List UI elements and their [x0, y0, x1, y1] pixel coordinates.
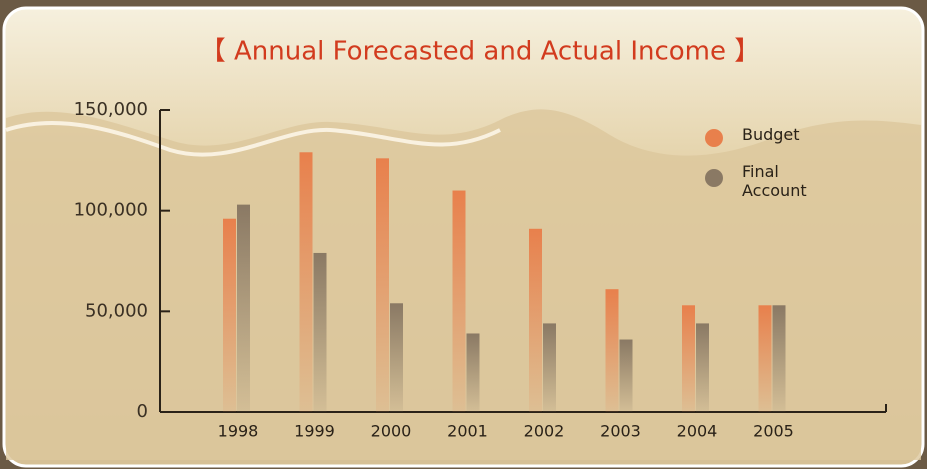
bar	[466, 333, 480, 412]
bar	[390, 303, 403, 412]
bar	[758, 305, 772, 412]
y-tick-label: 50,000	[85, 300, 148, 321]
x-tick-label: 2005	[753, 422, 794, 441]
bar	[376, 158, 389, 412]
bar	[452, 190, 466, 412]
bar	[605, 289, 619, 412]
x-tick-label: 2004	[677, 422, 718, 441]
bar	[529, 228, 542, 412]
legend-marker	[705, 169, 723, 187]
bar	[543, 323, 556, 412]
x-tick-label: 1999	[294, 422, 335, 441]
bar	[313, 252, 327, 412]
bar	[696, 323, 709, 412]
y-tick-label: 0	[137, 401, 148, 422]
bar	[299, 152, 313, 412]
chart-title: 【 Annual Forecasted and Actual Income 】	[200, 37, 761, 67]
bar	[619, 339, 633, 412]
bar	[223, 218, 236, 412]
legend-label: Final Account	[742, 162, 807, 200]
x-tick-label: 2001	[447, 422, 488, 441]
bar	[772, 305, 786, 412]
x-tick-label: 1998	[218, 422, 259, 441]
x-tick-label: 2000	[371, 422, 412, 441]
bar	[682, 305, 695, 412]
legend-marker	[705, 129, 723, 147]
bar	[237, 204, 250, 412]
wave-line	[5, 120, 501, 157]
legend-label: Budget	[742, 125, 800, 144]
y-tick-label: 100,000	[74, 200, 148, 221]
y-tick-label: 150,000	[74, 99, 148, 120]
x-tick-label: 2003	[600, 422, 641, 441]
x-tick-label: 2002	[524, 422, 565, 441]
